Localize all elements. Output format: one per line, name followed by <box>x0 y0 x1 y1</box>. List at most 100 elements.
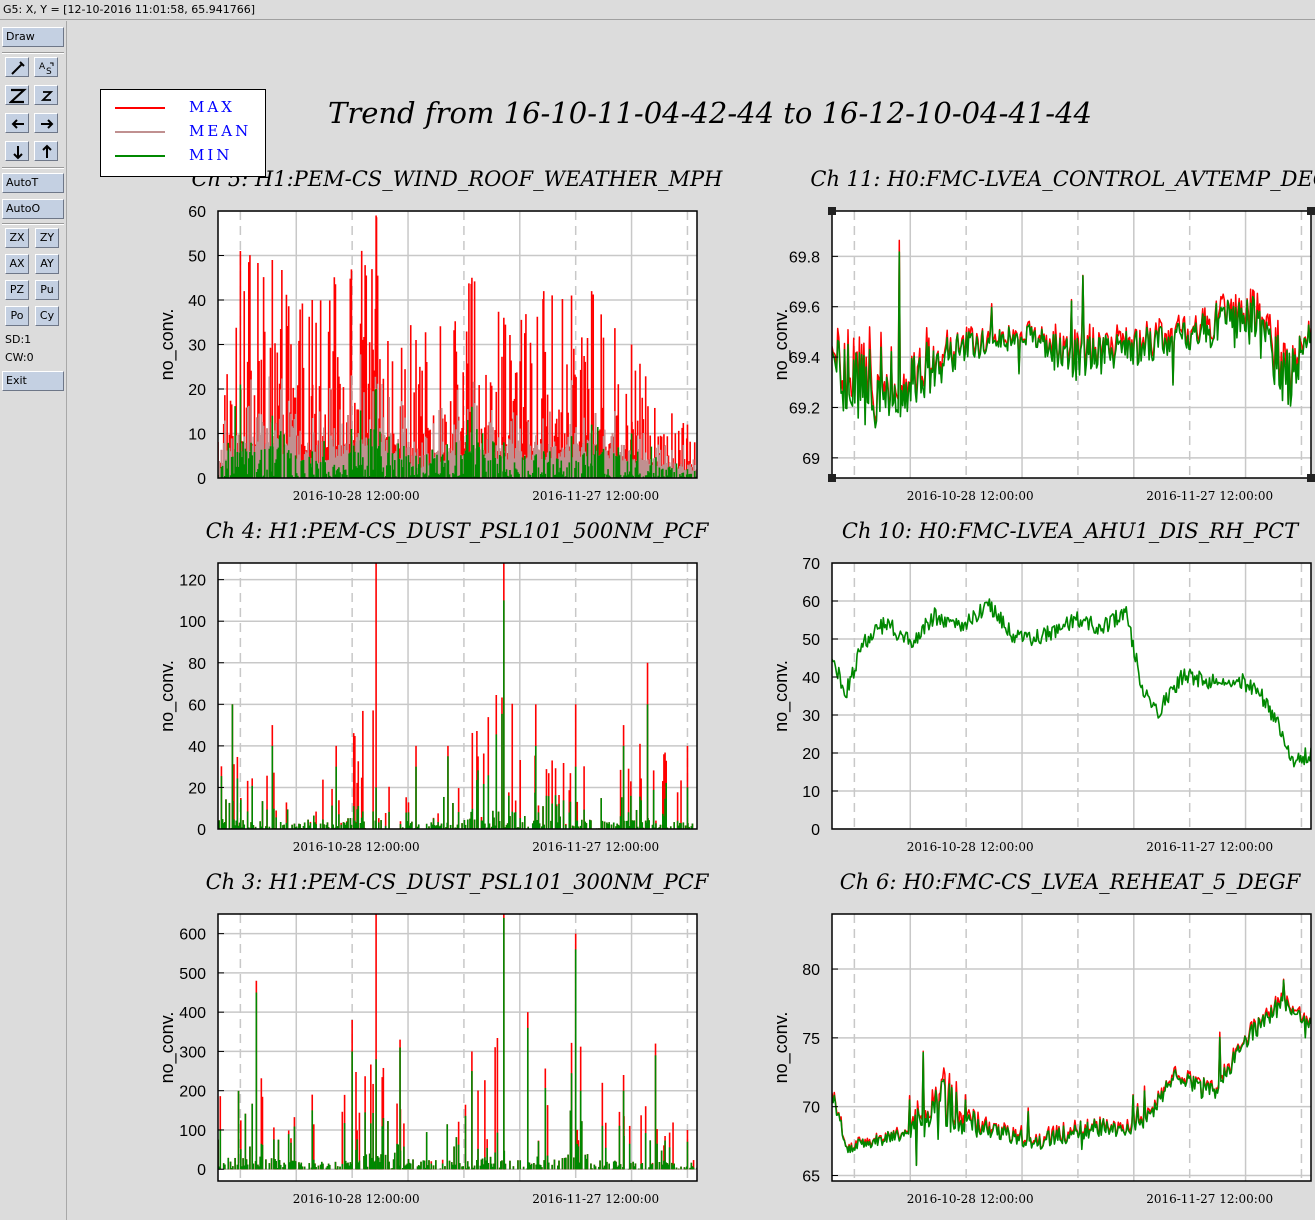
y-axis-label: no_conv. <box>771 1012 792 1084</box>
arrow-up-icon[interactable] <box>34 141 58 161</box>
x-tick-label: 2016-10-28 12:00:00 <box>293 1192 420 1206</box>
legend-item-min: MIN <box>101 146 267 168</box>
zy-button[interactable]: ZY <box>35 228 59 248</box>
y-tick-label: 50 <box>188 249 206 266</box>
y-tick-label: 200 <box>179 1084 206 1101</box>
series-group <box>218 914 697 1170</box>
arrow-down-icon[interactable] <box>5 141 29 161</box>
y-tick-label: 80 <box>188 656 206 673</box>
y-tick-label: 0 <box>197 822 206 839</box>
x-tick-label: 2016-11-27 12:00:00 <box>1146 840 1273 854</box>
legend: MAX MEAN MIN <box>100 89 266 177</box>
y-tick-label: 20 <box>188 382 206 399</box>
ax-button[interactable]: AX <box>5 254 29 274</box>
y-tick-label: 400 <box>179 1005 206 1022</box>
selection-handle[interactable] <box>1307 207 1315 215</box>
y-tick-label: 600 <box>179 927 206 944</box>
ay-button[interactable]: AY <box>35 254 59 274</box>
chart-title: Ch 6: H0:FMC-CS_LVEA_REHEAT_5_DEGF <box>840 870 1302 894</box>
legend-swatch-min <box>115 155 165 157</box>
y-tick-label: 0 <box>197 1162 206 1179</box>
series-group <box>832 978 1311 1167</box>
y-tick-label: 0 <box>197 471 206 488</box>
y-tick-label: 50 <box>802 632 820 649</box>
y-axis-label: no_conv. <box>157 309 178 381</box>
plot-background <box>218 914 697 1181</box>
selection-handle[interactable] <box>828 474 836 482</box>
y-tick-label: 69.4 <box>789 350 820 367</box>
x-tick-label: 2016-11-27 12:00:00 <box>532 489 659 503</box>
po-button[interactable]: Po <box>5 306 29 326</box>
chart-3: 0 20 40 60 80 100 120 2016-10-28 12:00:00 2016-1… <box>157 519 710 854</box>
y-tick-label: 100 <box>179 1123 206 1140</box>
chart-5: 0 100 200 300 400 500 600 2016-10-28 12:00:00 20… <box>157 870 710 1206</box>
chart-title: Ch 10: H0:FMC-LVEA_AHU1_DIS_RH_PCT <box>842 519 1300 543</box>
series-min <box>832 979 1311 1167</box>
y-tick-label: 20 <box>802 746 820 763</box>
y-tick-label: 500 <box>179 966 206 983</box>
grid <box>218 563 697 829</box>
legend-label-mean: MEAN <box>189 122 252 140</box>
y-tick-label: 10 <box>188 427 206 444</box>
y-tick-label: 40 <box>188 739 206 756</box>
y-tick-label: 69.8 <box>789 249 820 266</box>
selection-handle[interactable] <box>1307 474 1315 482</box>
plot-frame <box>831 913 1312 1182</box>
y-axis-label: no_conv. <box>771 660 792 732</box>
chart-title: Ch 4: H1:PEM-CS_DUST_PSL101_500NM_PCF <box>206 519 710 543</box>
y-tick-label: 60 <box>188 697 206 714</box>
selection-handle[interactable] <box>828 207 836 215</box>
plot-background <box>218 563 697 829</box>
grid <box>832 211 1311 478</box>
wrench-icon[interactable] <box>5 57 29 77</box>
y-tick-label: 75 <box>802 1031 820 1048</box>
series-min <box>832 251 1311 429</box>
series-min <box>218 917 697 1170</box>
y-axis-label: no_conv. <box>157 1012 178 1084</box>
y-tick-label: 100 <box>179 614 206 631</box>
autoo-button[interactable]: AutoO <box>2 199 64 219</box>
cw-readout: CW:0 <box>5 351 34 364</box>
pu-button[interactable]: Pu <box>35 280 59 300</box>
zoom-small-icon[interactable] <box>34 85 58 105</box>
series-max <box>832 239 1311 422</box>
chart-title: Ch 11: H0:FMC-LVEA_CONTROL_AVTEMP_DEG <box>810 167 1315 191</box>
y-tick-label: 80 <box>802 962 820 979</box>
y-axis-label: no_conv. <box>771 309 792 381</box>
legend-item-mean: MEAN <box>101 122 267 144</box>
y-tick-label: 69.2 <box>789 400 820 417</box>
y-tick-label: 30 <box>188 338 206 355</box>
exit-button[interactable]: Exit <box>2 371 64 391</box>
series-group <box>832 598 1311 768</box>
chart-2: 69 69.2 69.4 69.6 69.8 2016-10-28 12:00:00 201… <box>771 167 1315 503</box>
svg-text:S: S <box>46 67 52 76</box>
page-title: Trend from 16-10-11-04-42-44 to 16-12-10… <box>328 96 1092 130</box>
chart-title: Ch 3: H1:PEM-CS_DUST_PSL101_300NM_PCF <box>206 870 710 894</box>
zoom-large-icon[interactable] <box>5 85 29 105</box>
legend-label-max: MAX <box>189 98 235 116</box>
plot-frame <box>831 562 1312 830</box>
x-tick-label: 2016-11-27 12:00:00 <box>532 840 659 854</box>
cy-button[interactable]: Cy <box>35 306 59 326</box>
pz-button[interactable]: PZ <box>5 280 29 300</box>
y-tick-label: 65 <box>802 1168 820 1185</box>
chart-6: 65 70 75 80 2016-10-28 12:00:00 2016-11-27 12… <box>771 870 1312 1206</box>
x-tick-label: 2016-11-27 12:00:00 <box>532 1192 659 1206</box>
arrow-right-icon[interactable] <box>34 113 58 133</box>
y-tick-label: 70 <box>802 556 820 573</box>
x-tick-label: 2016-10-28 12:00:00 <box>907 489 1034 503</box>
y-axis-label: no_conv. <box>157 660 178 732</box>
zx-button[interactable]: ZX <box>5 228 29 248</box>
autot-button[interactable]: AutoT <box>2 173 64 193</box>
y-tick-label: 0 <box>811 822 820 839</box>
grid <box>832 563 1311 829</box>
arrow-left-icon[interactable] <box>5 113 29 133</box>
series-min <box>218 600 695 829</box>
y-tick-label: 120 <box>179 573 206 590</box>
draw-button[interactable]: Draw <box>2 27 64 47</box>
y-tick-label: 70 <box>802 1100 820 1117</box>
y-tick-label: 60 <box>188 204 206 221</box>
y-tick-label: 60 <box>802 594 820 611</box>
